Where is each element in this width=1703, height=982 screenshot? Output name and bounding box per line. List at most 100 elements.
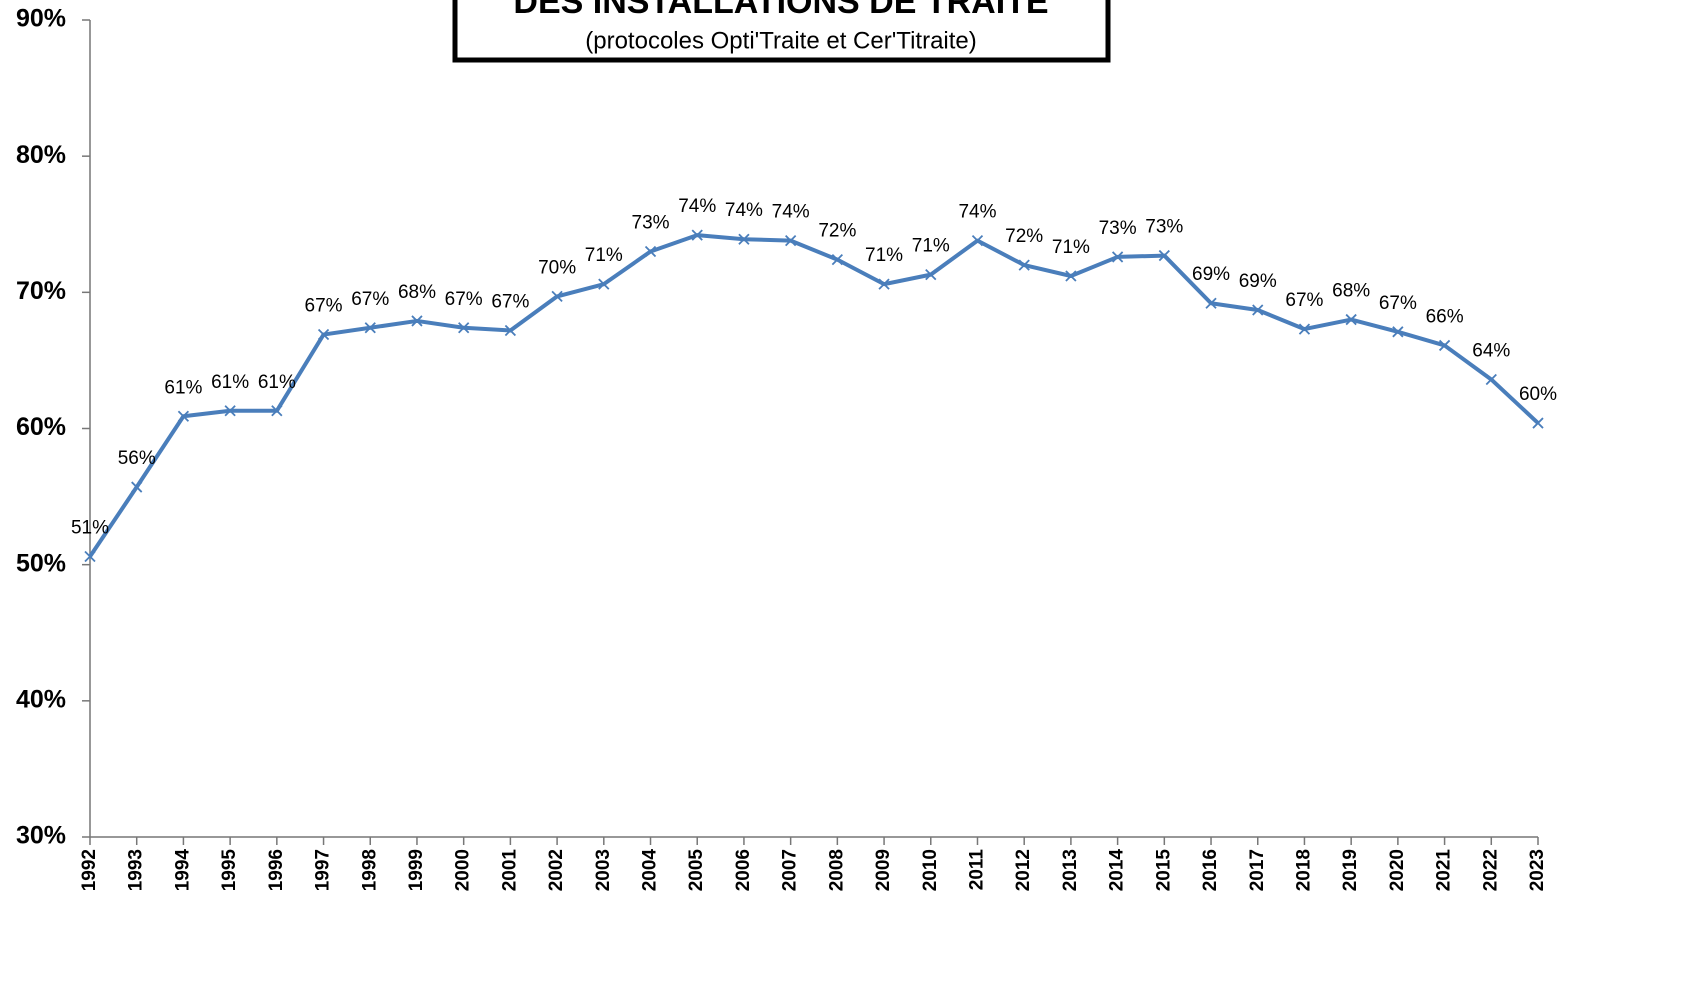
data-label: 71% — [865, 245, 903, 266]
x-tick-label: 2015 — [1153, 849, 1174, 892]
x-tick-label: 2000 — [453, 849, 474, 891]
marker — [598, 278, 610, 290]
x-tick-label: 2016 — [1200, 849, 1221, 891]
marker — [271, 405, 283, 417]
marker — [1532, 417, 1544, 429]
x-tick-label: 2012 — [1013, 849, 1034, 891]
marker — [224, 405, 236, 417]
x-tick-label: 2003 — [593, 849, 614, 891]
marker — [925, 268, 937, 281]
data-label: 74% — [772, 202, 810, 223]
marker — [971, 234, 984, 247]
data-label: 60% — [1519, 384, 1557, 405]
data-label: 70% — [538, 257, 576, 278]
x-tick-label: 2010 — [920, 849, 941, 891]
line — [88, 233, 1540, 558]
x-tick-label: 1996 — [266, 849, 287, 891]
x-tick-label: 1994 — [172, 849, 193, 892]
marker — [84, 550, 96, 563]
x-tick-label: 2014 — [1107, 849, 1128, 892]
y-tick-label: 40% — [16, 685, 66, 713]
data-label: 73% — [1099, 218, 1137, 239]
data-label: 67% — [1285, 290, 1323, 311]
data-label: 68% — [398, 282, 436, 303]
data-label: 61% — [164, 377, 202, 398]
y-tick-label: 30% — [16, 822, 66, 850]
marker — [1158, 249, 1170, 262]
x-tick-label: 2008 — [826, 849, 847, 891]
x-tick-label: 2023 — [1527, 849, 1548, 891]
x-tick-label: 2013 — [1060, 849, 1081, 891]
marker — [1018, 259, 1030, 271]
data-label: 51% — [71, 518, 109, 539]
x-tick-label: 2021 — [1434, 849, 1455, 892]
marker — [364, 322, 376, 334]
marker — [177, 410, 190, 422]
x-tick-label: 2020 — [1387, 849, 1408, 891]
chart-subtitle: (protocoles Opti'Traite et Cer'Titraite) — [585, 27, 977, 54]
data-label: 69% — [1239, 271, 1277, 292]
x-tick-label: 2022 — [1480, 849, 1501, 891]
data-label: 67% — [305, 296, 343, 317]
x-tick-label: 2007 — [780, 849, 801, 891]
marker — [1252, 304, 1264, 316]
marker — [878, 278, 890, 290]
data-label: 71% — [585, 245, 623, 266]
y-tick-label: 80% — [16, 141, 66, 169]
x-tick-label: 2002 — [546, 849, 567, 891]
data-label: 67% — [491, 291, 529, 312]
marker — [411, 315, 423, 327]
x-tick-label: 2006 — [733, 849, 754, 891]
marker — [131, 481, 143, 493]
data-label: 68% — [1332, 281, 1370, 302]
x-tick-label: 1992 — [79, 849, 100, 891]
marker — [504, 324, 517, 337]
data-label: 74% — [958, 202, 996, 223]
data-label: 69% — [1192, 264, 1230, 285]
y-tick-label: 90% — [16, 5, 66, 33]
x-tick-label: 1997 — [313, 849, 334, 891]
marker — [738, 233, 750, 245]
x-tick-label: 1993 — [126, 849, 147, 891]
marker — [1485, 373, 1497, 386]
x-tick-label: 2017 — [1247, 849, 1268, 891]
x-tick-label: 1998 — [359, 849, 380, 891]
y-tick-label: 50% — [16, 549, 66, 577]
data-label: 73% — [632, 212, 670, 233]
marker — [458, 322, 470, 334]
x-tick-label: 1995 — [219, 849, 240, 892]
data-label: 74% — [678, 196, 716, 217]
x-tick-label: 1999 — [406, 849, 427, 891]
title-box — [452, 0, 1111, 63]
data-label: 71% — [912, 236, 950, 257]
marker — [644, 245, 657, 258]
marker — [1111, 251, 1124, 263]
x-tick-label: 2001 — [499, 849, 520, 892]
data-label: 64% — [1472, 340, 1510, 361]
data-label: 61% — [211, 372, 249, 393]
data-label: 67% — [445, 289, 483, 310]
marker — [1205, 297, 1217, 309]
x-tick-label: 2018 — [1293, 849, 1314, 891]
data-label: 56% — [118, 448, 156, 469]
x-tick-label: 2011 — [966, 849, 987, 891]
data-label: 74% — [725, 200, 763, 221]
data-label: 67% — [351, 289, 389, 310]
data-label: 67% — [1379, 293, 1417, 314]
marker — [1392, 326, 1404, 338]
marker — [551, 290, 563, 303]
data-label: 61% — [258, 372, 296, 393]
x-tick-label: 2004 — [640, 849, 661, 892]
data-label: 66% — [1426, 306, 1464, 327]
data-label: 72% — [818, 221, 856, 242]
x-tick-label: 2005 — [686, 849, 707, 892]
marker — [785, 234, 797, 247]
marker — [831, 254, 843, 266]
chart-title: DES INSTALLATIONS DE TRAITE — [513, 0, 1048, 21]
data-label: 72% — [1005, 226, 1043, 247]
marker — [1345, 313, 1357, 326]
marker — [1065, 270, 1077, 282]
marker — [1298, 323, 1311, 335]
data-label: 71% — [1052, 237, 1090, 258]
